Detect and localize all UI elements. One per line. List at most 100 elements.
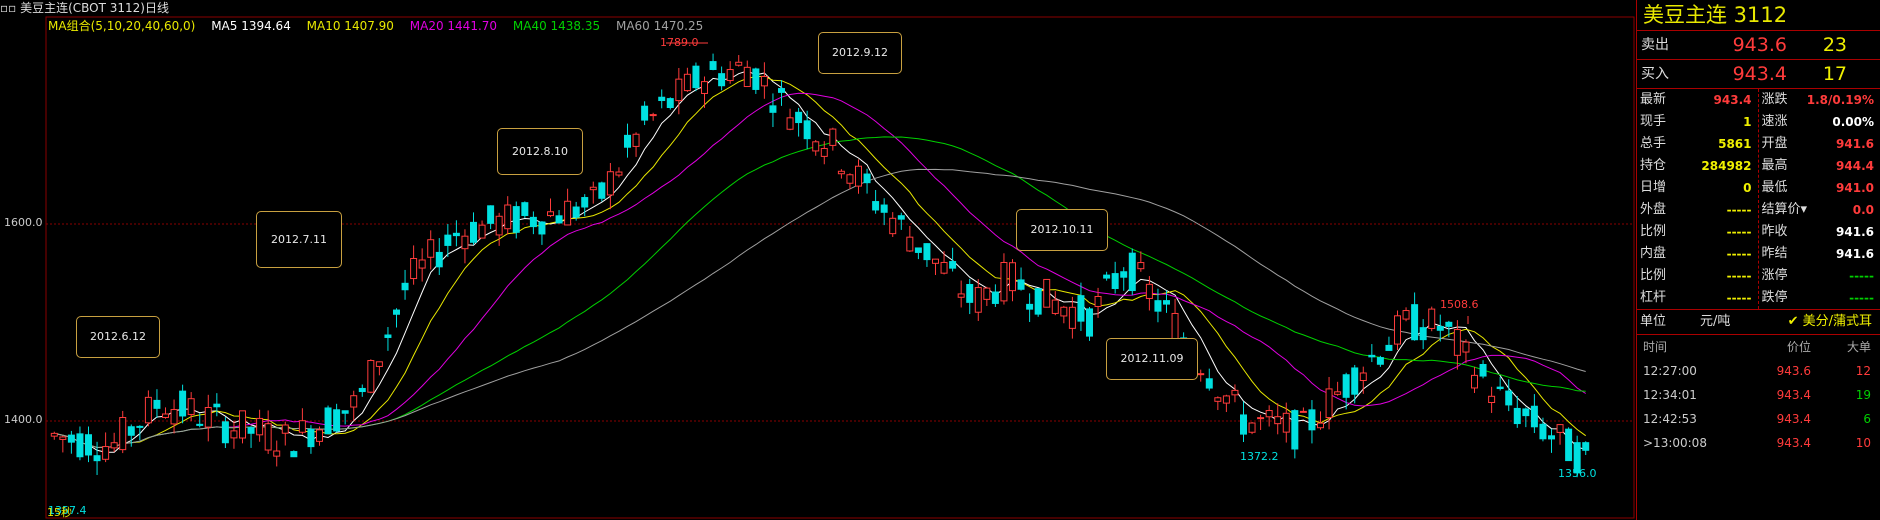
ma5-label: MA5 1394.64: [211, 19, 291, 33]
stat-left-row: 比例 -----: [1637, 221, 1758, 243]
candle-down: [624, 134, 631, 148]
buy-label: 买入: [1641, 66, 1669, 82]
candle-up: [846, 174, 854, 184]
stat-right-value: -----: [1849, 291, 1874, 305]
candle-down: [1077, 295, 1085, 322]
annotation-2012-10-11: 2012.10.11: [1016, 209, 1108, 251]
candle-down: [452, 232, 460, 237]
sell-price: 943.6: [1732, 34, 1787, 56]
stat-left-key: 杠杆: [1640, 290, 1667, 305]
candle-down: [692, 65, 700, 89]
candle-down: [1530, 405, 1538, 428]
chart-title: 美豆主连(CBOT 3112)日线: [20, 1, 169, 15]
candle-up: [1359, 372, 1367, 382]
stat-right-row: 涨停 -----: [1759, 265, 1880, 287]
candle-down: [1496, 386, 1504, 390]
stat-left-value: -----: [1726, 291, 1752, 305]
stat-right-key: 最高: [1761, 158, 1788, 173]
candle-down: [1111, 273, 1119, 289]
trade-time: 12:34:01: [1643, 388, 1697, 402]
candle-down: [307, 428, 315, 448]
trade-time: 12:42:53: [1643, 412, 1697, 426]
trade-row[interactable]: >13:00:08 943.4 10: [1637, 431, 1880, 455]
candle-up: [50, 432, 58, 437]
trades-col-price: 价位: [1786, 340, 1811, 354]
unit-value[interactable]: 元/吨: [1700, 314, 1731, 329]
menu-icon[interactable]: ▫▫: [0, 1, 17, 15]
candle-down: [1445, 321, 1453, 327]
candle-down: [85, 434, 92, 456]
trade-volume: 10: [1855, 436, 1871, 450]
stat-left-value: 5861: [1718, 137, 1752, 151]
candle-up: [743, 66, 751, 88]
trade-time: 12:27:00: [1643, 364, 1697, 378]
trade-row[interactable]: 12:42:53 943.4 6: [1637, 407, 1880, 431]
candle-up: [110, 442, 118, 449]
candle-down: [863, 173, 871, 184]
candle-up: [1556, 424, 1564, 433]
ma60-label: MA60 1470.25: [615, 19, 704, 33]
candle-up: [1428, 308, 1436, 329]
candle-up: [1043, 278, 1051, 308]
sell-volume: 23: [1822, 34, 1847, 56]
candle-up: [701, 81, 708, 94]
candle-up: [144, 396, 152, 424]
stat-right-row: 开盘 941.6: [1759, 133, 1880, 155]
candle-down: [923, 243, 931, 261]
stat-left-value: -----: [1726, 247, 1752, 261]
stat-left-row: 内盘 -----: [1637, 243, 1758, 265]
candle-up: [239, 410, 246, 439]
trade-row[interactable]: 12:34:01 943.4 19: [1637, 383, 1880, 407]
candle-down: [1411, 304, 1419, 341]
currency-toggle[interactable]: ✔ 美分/蒲式耳: [1787, 314, 1872, 329]
ma40-label: MA40 1438.35: [512, 19, 601, 33]
candle-up: [256, 417, 264, 436]
candle-down: [1103, 274, 1111, 279]
candle-up: [632, 133, 640, 147]
candle-up: [983, 287, 991, 300]
stat-left-row: 日增 0: [1637, 177, 1758, 199]
candle-down: [641, 105, 649, 121]
candle-down: [880, 204, 888, 213]
high-value-label: 1789.0: [660, 36, 699, 49]
candle-up: [1453, 329, 1461, 356]
candle-up: [273, 450, 281, 457]
candle-down: [1505, 390, 1513, 406]
candle-down: [401, 282, 409, 291]
candle-up: [1265, 410, 1273, 418]
stat-right-key: 开盘: [1761, 136, 1788, 151]
trade-volume: 12: [1855, 364, 1871, 378]
stat-left-row: 现手 1: [1637, 111, 1758, 133]
trades-list[interactable]: 12:27:00 943.6 12 12:34:01 943.4 19 12:42:53 94…: [1637, 359, 1880, 455]
annotation-2012-9-12: 2012.9.12: [818, 32, 902, 74]
candle-down: [1479, 364, 1487, 377]
candle-down: [1128, 252, 1136, 292]
candlestick-chart[interactable]: [0, 0, 1636, 520]
stat-left-row: 总手 5861: [1637, 133, 1758, 155]
candle-up: [547, 211, 554, 217]
candle-up: [1274, 416, 1282, 425]
candle-up: [495, 215, 503, 236]
candle-up: [102, 446, 110, 460]
candle-up: [683, 73, 691, 92]
candle-up: [940, 261, 948, 274]
stat-right-value: 941.6: [1836, 137, 1874, 151]
candle-up: [418, 259, 426, 269]
timeframe-tag[interactable]: 15秒: [47, 506, 72, 519]
ma-legend: MA组合(5,10,20,40,60,0) MA5 1394.64 MA10 1…: [48, 18, 715, 34]
quote-panel: 美豆主连 3112 卖出 943.6 23 买入 943.4 17 最新 943.…: [1636, 0, 1880, 520]
candle-down: [153, 399, 161, 409]
stat-left-value: 943.4: [1713, 93, 1752, 107]
stat-right-value: 944.4: [1836, 159, 1874, 173]
candle-down: [529, 216, 537, 228]
candle-down: [1291, 410, 1299, 450]
trade-row[interactable]: 12:27:00 943.6 12: [1637, 359, 1880, 383]
candle-down: [1419, 327, 1427, 341]
candle-down: [512, 206, 520, 233]
kline-chart-area[interactable]: ▫▫ 美豆主连(CBOT 3112)日线 MA组合(5,10,20,40,60,…: [0, 0, 1636, 520]
stat-right-value: 941.0: [1836, 181, 1874, 195]
candle-down: [897, 215, 905, 220]
candle-down: [949, 261, 957, 269]
candle-down: [1163, 300, 1170, 305]
unit-label: 单位: [1640, 314, 1667, 329]
